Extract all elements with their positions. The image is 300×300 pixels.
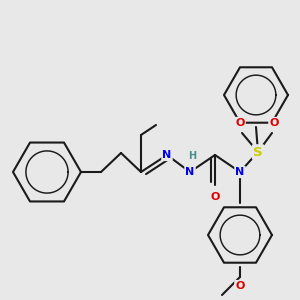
Text: O: O [269,118,279,128]
Text: O: O [235,118,245,128]
Text: H: H [188,151,196,161]
Text: N: N [185,167,195,177]
Text: O: O [235,281,245,291]
Text: N: N [236,167,244,177]
Text: O: O [210,192,220,202]
Text: N: N [162,150,172,160]
Text: S: S [253,146,263,158]
